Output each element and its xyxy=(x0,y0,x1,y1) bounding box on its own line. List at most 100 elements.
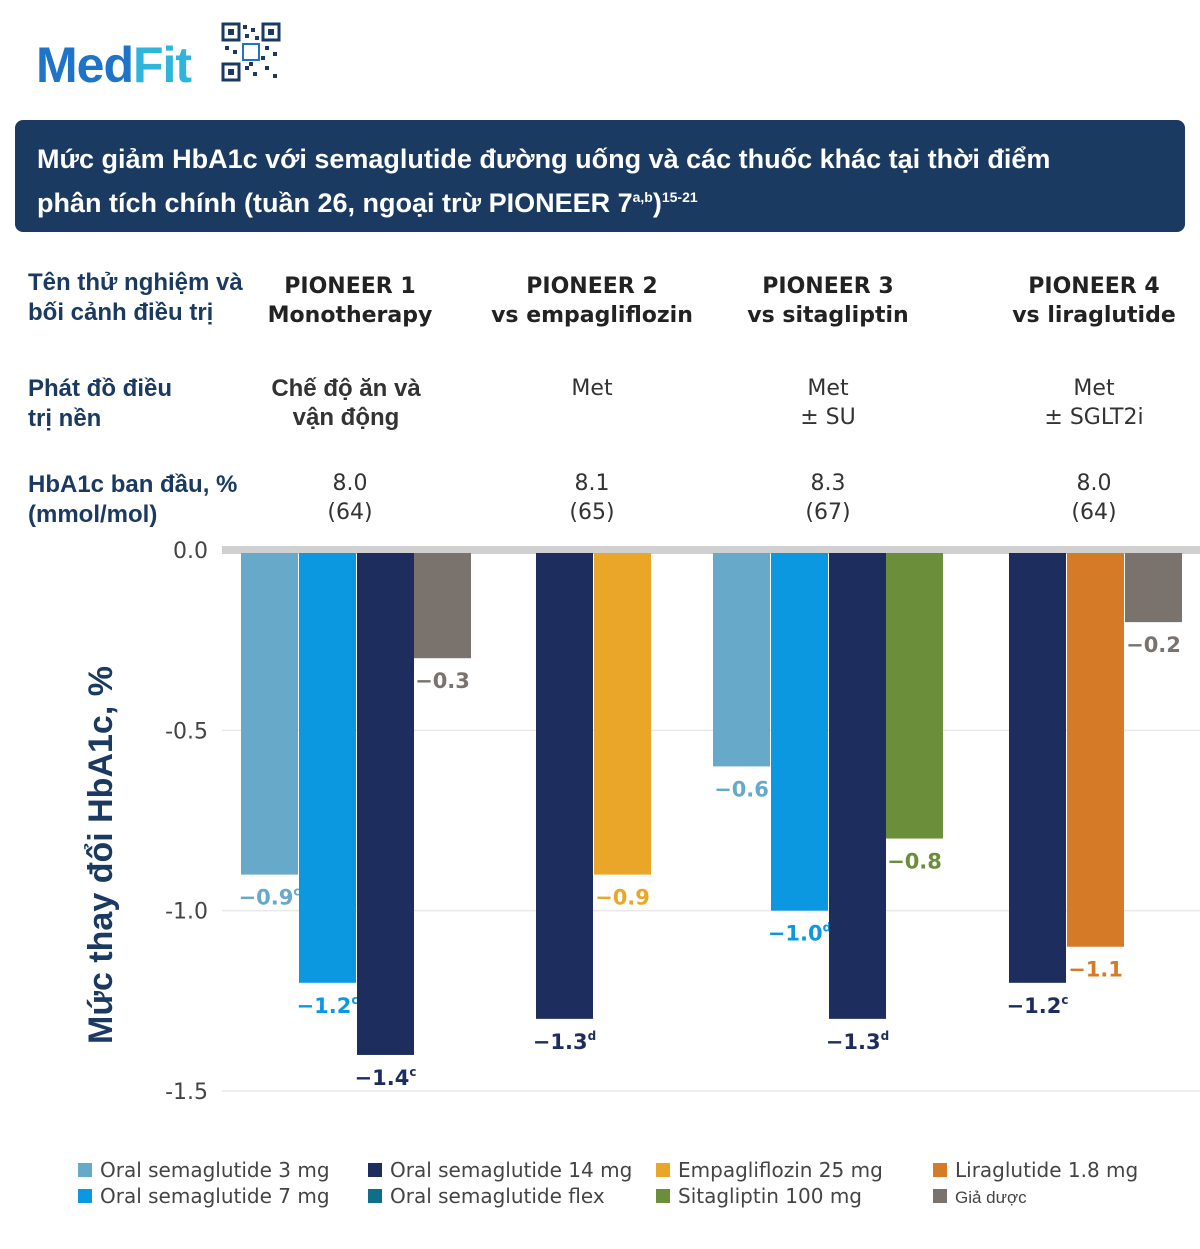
y-tick-label: -0.5 xyxy=(165,719,208,744)
data-label-footnote: d xyxy=(588,1029,597,1043)
data-label-footnote: c xyxy=(409,1065,416,1079)
row-label-background-line1: Phát đồ điều xyxy=(28,375,172,402)
legend-label: Sitagliptin 100 mg xyxy=(678,1184,862,1208)
legend-label: Giả dược xyxy=(955,1188,1027,1207)
data-label: −1.3d xyxy=(826,1029,889,1054)
bar xyxy=(594,553,651,875)
y-tick-label: -1.5 xyxy=(165,1080,208,1105)
data-label: −1.4c xyxy=(355,1065,417,1090)
data-label: −1.3d xyxy=(533,1029,596,1054)
data-label: −1.1 xyxy=(1068,958,1123,982)
y-tick-label: -1.0 xyxy=(165,900,208,925)
legend-item: Empagliflozin 25 mg xyxy=(656,1158,883,1182)
legend-label: Empagliflozin 25 mg xyxy=(678,1158,883,1182)
bar xyxy=(241,553,298,875)
legend-item: Oral semaglutide flex xyxy=(368,1184,605,1208)
col-2-trial: PIONEER 2 xyxy=(526,274,658,299)
row-label-trial: Tên thử nghiệm và bối cảnh điều trị xyxy=(28,268,243,328)
col-3-baseline-mmol: (67) xyxy=(805,500,851,525)
col-4-baseline-value: 8.0 xyxy=(1076,471,1112,496)
legend-item: Oral semaglutide 7 mg xyxy=(78,1184,330,1208)
col-3-background: Met ± SU xyxy=(708,374,948,432)
data-label-footnote: c xyxy=(351,993,358,1007)
data-label-value: −0.6 xyxy=(714,777,769,801)
data-label: −1.0d xyxy=(768,921,831,946)
bar xyxy=(1067,553,1124,947)
data-label: −0.9c xyxy=(239,885,301,910)
title-sup-ab: a,b xyxy=(632,189,653,205)
data-label: −0.3 xyxy=(415,669,470,693)
col-1-background-line2: vận động xyxy=(292,404,400,431)
col-1-baseline-mmol: (64) xyxy=(327,500,373,525)
data-label-footnote: d xyxy=(823,921,832,935)
bar xyxy=(1125,553,1182,623)
title-line-2-text: phân tích chính (tuần 26, ngoại trừ PION… xyxy=(37,188,633,218)
col-4-trial: PIONEER 4 xyxy=(1028,274,1160,299)
col-3-baseline: 8.3 (67) xyxy=(708,469,948,527)
data-label-footnote: c xyxy=(293,885,300,899)
data-label-footnote: d xyxy=(881,1029,890,1043)
bar xyxy=(829,553,886,1019)
data-label-value: −1.2 xyxy=(297,994,352,1018)
row-label-baseline: HbA1c ban đầu, % (mmol/mol) xyxy=(28,470,237,530)
data-label-value: −1.3 xyxy=(826,1030,881,1054)
y-axis-label: Mức thay đổi HbA1c, % xyxy=(82,666,120,1044)
legend-label: Liraglutide 1.8 mg xyxy=(955,1158,1139,1182)
legend-swatch xyxy=(933,1188,947,1203)
col-2-baseline: 8.1 (65) xyxy=(472,469,712,527)
col-4-baseline-mmol: (64) xyxy=(1071,500,1117,525)
col-2-baseline-value: 8.1 xyxy=(574,471,610,496)
bar xyxy=(886,553,943,839)
qr-code-icon xyxy=(221,22,281,82)
legend-swatch xyxy=(656,1188,670,1203)
y-tick-label: 0.0 xyxy=(173,539,208,564)
title-close-paren: ) xyxy=(652,188,662,218)
row-label-baseline-line2: (mmol/mol) xyxy=(28,501,158,528)
col-1-trial: PIONEER 1 xyxy=(284,274,416,299)
data-label-value: −1.3 xyxy=(533,1030,588,1054)
bar xyxy=(771,553,828,911)
col-3-header: PIONEER 3 vs sitagliptin xyxy=(708,272,948,330)
row-label-trial-line2: bối cảnh điều trị xyxy=(28,299,214,326)
row-label-trial-line1: Tên thử nghiệm và xyxy=(28,269,243,296)
col-4-background: Met ± SGLT2i xyxy=(974,374,1200,432)
legend-swatch xyxy=(368,1188,382,1203)
legend-swatch xyxy=(78,1162,92,1177)
bar xyxy=(713,553,770,767)
row-label-background-line2: trị nền xyxy=(28,405,102,432)
legend-label: Oral semaglutide flex xyxy=(390,1184,605,1208)
data-label-value: −0.9 xyxy=(239,886,294,910)
data-label: −0.6 xyxy=(714,777,769,801)
col-4-setting: vs liraglutide xyxy=(1012,303,1176,328)
bar xyxy=(299,553,356,983)
col-1-baseline-value: 8.0 xyxy=(332,471,368,496)
brand-logo: MedFit xyxy=(36,36,192,94)
col-4-background-line2: ± SGLT2i xyxy=(1044,405,1144,430)
data-label-value: −1.0 xyxy=(768,922,823,946)
col-2-header: PIONEER 2 vs empagliflozin xyxy=(472,272,712,330)
legend-label: Oral semaglutide 3 mg xyxy=(100,1158,330,1182)
legend-swatch xyxy=(656,1162,670,1177)
bar xyxy=(414,553,471,659)
col-3-setting: vs sitagliptin xyxy=(747,303,909,328)
data-label-value: −1.2 xyxy=(1007,994,1062,1018)
col-4-baseline: 8.0 (64) xyxy=(974,469,1200,527)
data-label-value: −0.9 xyxy=(595,886,650,910)
bar xyxy=(357,553,414,1055)
data-label: −1.2c xyxy=(1007,993,1069,1018)
legend-item: Oral semaglutide 14 mg xyxy=(368,1158,632,1182)
col-1-background: Chế độ ăn và vận động xyxy=(226,374,466,432)
legend-item: Sitagliptin 100 mg xyxy=(656,1184,862,1208)
legend-item: Giả dược xyxy=(933,1184,1027,1208)
col-4-background-line1: Met xyxy=(1073,376,1115,401)
data-label: −1.2c xyxy=(297,993,359,1018)
legend-label: Oral semaglutide 7 mg xyxy=(100,1184,330,1208)
data-label: −0.9 xyxy=(595,886,650,910)
logo-text-fit: Fit xyxy=(133,37,192,93)
bar-chart: 0.0 -0.5 -1.0 -1.5 Mức thay đổi HbA1c, % −0.9… xyxy=(82,539,1200,1105)
col-3-baseline-value: 8.3 xyxy=(810,471,846,496)
data-label: −0.2 xyxy=(1126,633,1181,657)
col-1-setting: Monotherapy xyxy=(267,303,433,328)
data-label-value: −0.2 xyxy=(1126,633,1181,657)
col-2-setting: vs empagliflozin xyxy=(491,303,693,328)
